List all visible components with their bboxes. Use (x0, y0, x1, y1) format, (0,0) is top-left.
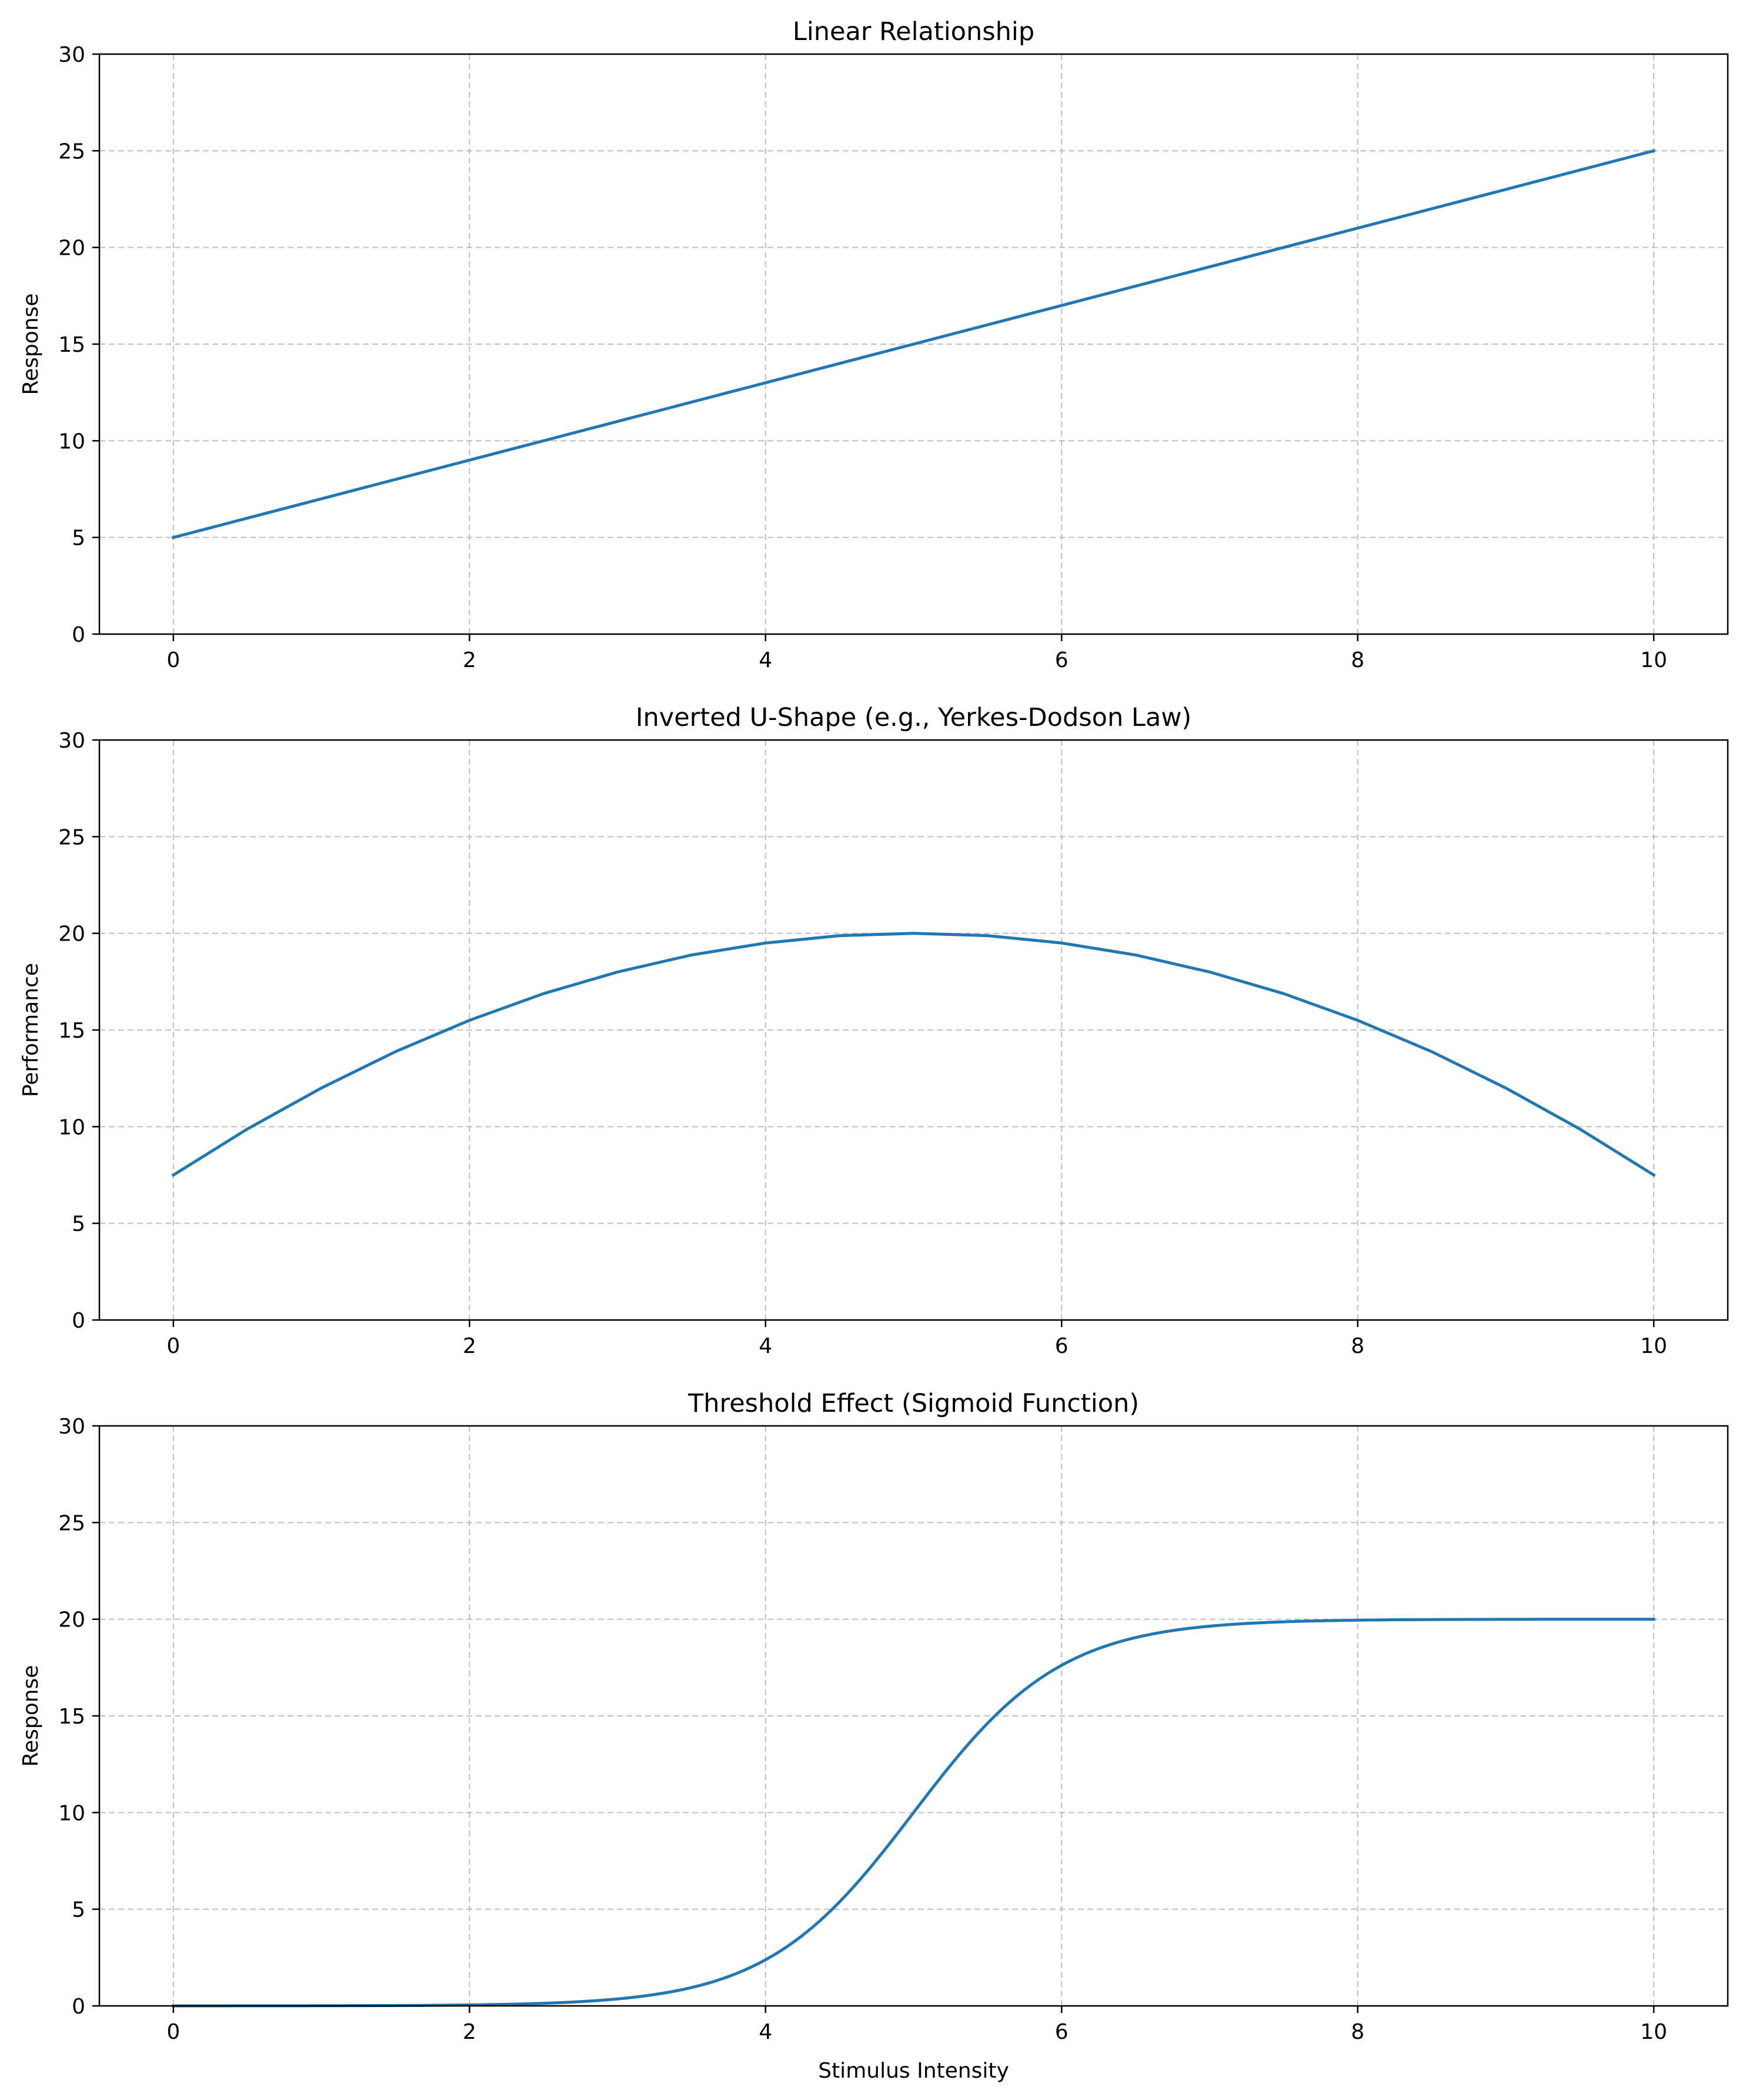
chart-title: Inverted U-Shape (e.g., Yerkes-Dodson La… (636, 703, 1191, 732)
x-tick-label-4: 8 (1351, 2020, 1364, 2044)
series-line-0 (171, 932, 1656, 1177)
y-tick-label-6: 30 (58, 1415, 85, 1439)
x-tick-label-3: 6 (1055, 648, 1069, 672)
x-tick-label-1: 2 (463, 648, 476, 672)
y-tick-label-3: 15 (58, 1019, 85, 1043)
y-tick-label-5: 25 (58, 1511, 85, 1535)
y-tick-label-4: 20 (58, 1608, 85, 1632)
chart-title: Threshold Effect (Sigmoid Function) (687, 1389, 1139, 1418)
y-tick-label-3: 15 (58, 333, 85, 357)
y-tick-label-3: 15 (58, 1705, 85, 1729)
x-axis-label: Stimulus Intensity (818, 2059, 1009, 2083)
x-tick-label-0: 0 (166, 1334, 180, 1358)
y-tick-label-6: 30 (58, 729, 85, 753)
y-tick-label-5: 25 (58, 139, 85, 164)
y-tick-label-0: 0 (72, 623, 85, 647)
y-tick-label-2: 10 (58, 1801, 85, 1825)
y-tick-label-5: 25 (58, 825, 85, 849)
y-axis-label: Response (19, 294, 43, 395)
y-axis-label: Response (19, 1665, 43, 1767)
x-tick-label-1: 2 (463, 1334, 476, 1358)
x-tick-label-0: 0 (166, 648, 180, 672)
x-tick-label-1: 2 (463, 2020, 476, 2044)
subplot-1: 0 2 4 6 8 10 0 5 10 15 20 25 30 Linear Relationship Re… (19, 17, 1729, 672)
y-tick-label-1: 5 (72, 1212, 85, 1236)
x-tick-label-5: 10 (1640, 1334, 1667, 1358)
y-tick-label-4: 20 (58, 922, 85, 946)
y-tick-label-6: 30 (58, 43, 85, 67)
y-axis-label: Performance (19, 963, 43, 1097)
y-tick-label-2: 10 (58, 1115, 85, 1139)
y-tick-label-4: 20 (58, 236, 85, 261)
y-tick-label-0: 0 (72, 1995, 85, 2019)
x-tick-label-2: 4 (759, 2020, 772, 2044)
x-tick-label-2: 4 (759, 1334, 772, 1358)
subplot-2: 0 2 4 6 8 10 0 5 10 15 20 25 30 Inverted U-Shape (e.g… (19, 703, 1729, 1358)
x-tick-label-3: 6 (1055, 1334, 1069, 1358)
chart-title: Linear Relationship (793, 17, 1034, 46)
x-tick-label-3: 6 (1055, 2020, 1069, 2044)
x-tick-label-5: 10 (1640, 2020, 1667, 2044)
y-tick-label-0: 0 (72, 1309, 85, 1333)
x-tick-label-0: 0 (166, 2020, 180, 2044)
x-tick-label-2: 4 (759, 648, 772, 672)
y-tick-label-1: 5 (72, 526, 85, 551)
subplot-3: 0 2 4 6 8 10 0 5 10 15 20 25 30 Threshold Effect (Sig… (19, 1389, 1729, 2083)
x-tick-label-4: 8 (1351, 648, 1364, 672)
x-tick-label-5: 10 (1640, 648, 1667, 672)
series-line-0 (171, 149, 1656, 539)
y-tick-label-2: 10 (58, 429, 85, 454)
x-tick-label-4: 8 (1351, 1334, 1364, 1358)
y-tick-label-1: 5 (72, 1898, 85, 1922)
